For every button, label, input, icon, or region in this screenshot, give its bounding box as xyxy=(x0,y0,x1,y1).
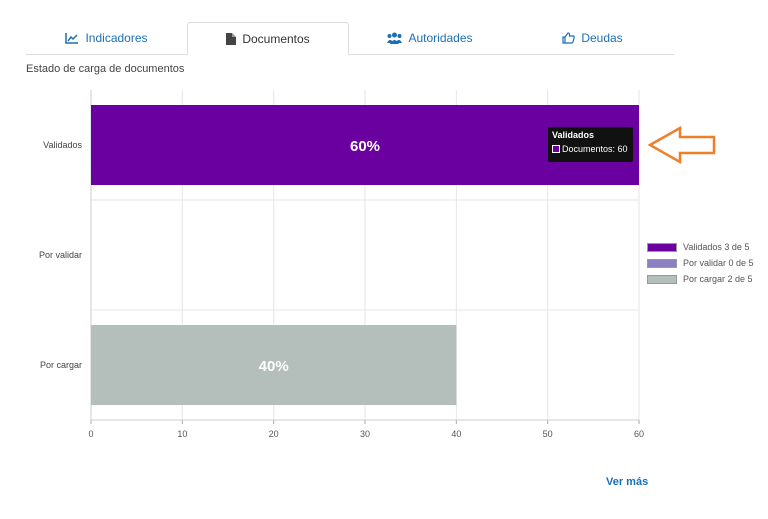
tab-indicadores-label: Indicadores xyxy=(85,31,148,45)
x-tick-label: 50 xyxy=(543,429,553,439)
thumbs-up-icon xyxy=(562,32,576,44)
legend-swatch xyxy=(647,274,677,284)
legend-item[interactable]: Validados 3 de 5 xyxy=(647,239,754,255)
tab-indicadores[interactable]: Indicadores xyxy=(26,22,187,54)
legend-label: Por cargar 2 de 5 xyxy=(683,274,753,284)
chart-subtitle: Estado de carga de documentos xyxy=(26,63,185,75)
users-icon xyxy=(387,32,403,44)
tooltip-title: Validados xyxy=(552,130,595,140)
tab-documentos-label: Documentos xyxy=(242,31,310,46)
x-tick-label: 60 xyxy=(634,429,644,439)
x-tick-label: 20 xyxy=(269,429,279,439)
y-category-label: Por cargar xyxy=(40,360,82,370)
bar-validados xyxy=(91,105,639,185)
x-tick-label: 10 xyxy=(177,429,187,439)
document-icon xyxy=(226,32,237,45)
tab-documentos[interactable]: Documentos xyxy=(187,22,349,55)
legend-swatch xyxy=(647,242,677,252)
legend-label: Por validar 0 de 5 xyxy=(683,258,754,268)
tab-deudas[interactable]: Deudas xyxy=(511,22,674,54)
legend-item[interactable]: Por cargar 2 de 5 xyxy=(647,271,754,287)
legend-label: Validados 3 de 5 xyxy=(683,242,750,252)
tab-autoridades-label: Autoridades xyxy=(408,31,473,45)
ver-mas-link[interactable]: Ver más xyxy=(606,476,649,488)
y-category-label: Por validar xyxy=(39,250,82,260)
bar-value-label: 40% xyxy=(259,358,289,375)
line-chart-icon xyxy=(65,32,79,44)
tab-deudas-label: Deudas xyxy=(581,31,623,45)
tooltip-value: Documentos: 60 xyxy=(562,144,628,154)
bar-value-label: 60% xyxy=(350,138,380,155)
chart-legend: Validados 3 de 5 Por validar 0 de 5 Por ca… xyxy=(647,239,754,287)
x-tick-label: 30 xyxy=(360,429,370,439)
bar-por-cargar xyxy=(91,325,457,405)
legend-item[interactable]: Por validar 0 de 5 xyxy=(647,255,754,271)
tab-autoridades[interactable]: Autoridades xyxy=(349,22,511,54)
chart-tooltip: Validados Documentos: 60 xyxy=(548,127,633,162)
x-tick-label: 0 xyxy=(88,429,93,439)
tab-bar: Indicadores Documentos Autoridades Deuda… xyxy=(26,22,674,55)
x-tick-label: 40 xyxy=(451,429,461,439)
legend-swatch xyxy=(647,258,677,268)
y-category-label: Validados xyxy=(43,140,82,150)
arrow-annotation-icon xyxy=(648,126,716,164)
tooltip-swatch xyxy=(552,145,560,153)
